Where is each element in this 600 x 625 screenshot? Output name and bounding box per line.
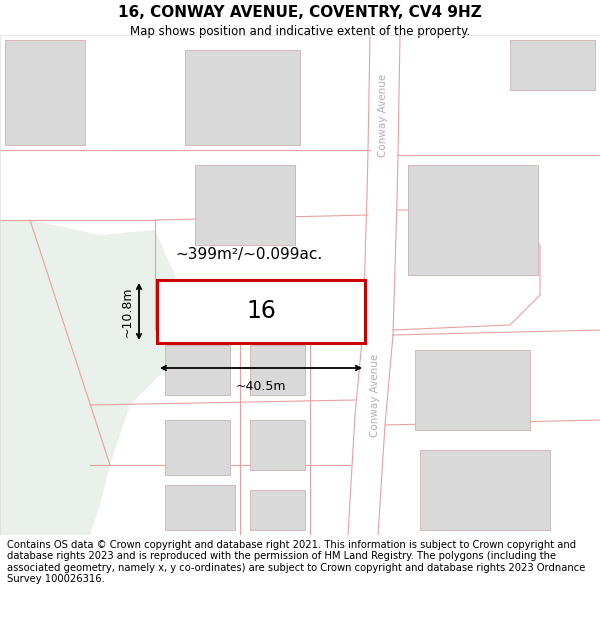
Bar xyxy=(250,345,305,395)
Text: 16, CONWAY AVENUE, COVENTRY, CV4 9HZ: 16, CONWAY AVENUE, COVENTRY, CV4 9HZ xyxy=(118,5,482,20)
Text: Conway Avenue: Conway Avenue xyxy=(370,353,380,437)
Text: Conway Avenue: Conway Avenue xyxy=(378,73,388,157)
Polygon shape xyxy=(0,220,175,535)
Bar xyxy=(415,350,530,430)
Text: ~40.5m: ~40.5m xyxy=(236,380,286,393)
Bar xyxy=(195,165,295,245)
Text: ~399m²/~0.099ac.: ~399m²/~0.099ac. xyxy=(175,248,322,262)
Bar xyxy=(157,280,365,343)
Text: ~10.8m: ~10.8m xyxy=(121,286,134,337)
Bar xyxy=(165,345,230,395)
Bar xyxy=(250,490,305,530)
Bar xyxy=(420,450,550,530)
Bar xyxy=(408,165,538,275)
Bar xyxy=(185,50,300,145)
Text: Contains OS data © Crown copyright and database right 2021. This information is : Contains OS data © Crown copyright and d… xyxy=(7,539,586,584)
Bar xyxy=(165,420,230,475)
Bar xyxy=(250,420,305,470)
Bar xyxy=(165,485,235,530)
Bar xyxy=(5,40,85,145)
Bar xyxy=(510,40,595,90)
Text: 16: 16 xyxy=(246,299,276,324)
Text: Map shows position and indicative extent of the property.: Map shows position and indicative extent… xyxy=(130,24,470,38)
